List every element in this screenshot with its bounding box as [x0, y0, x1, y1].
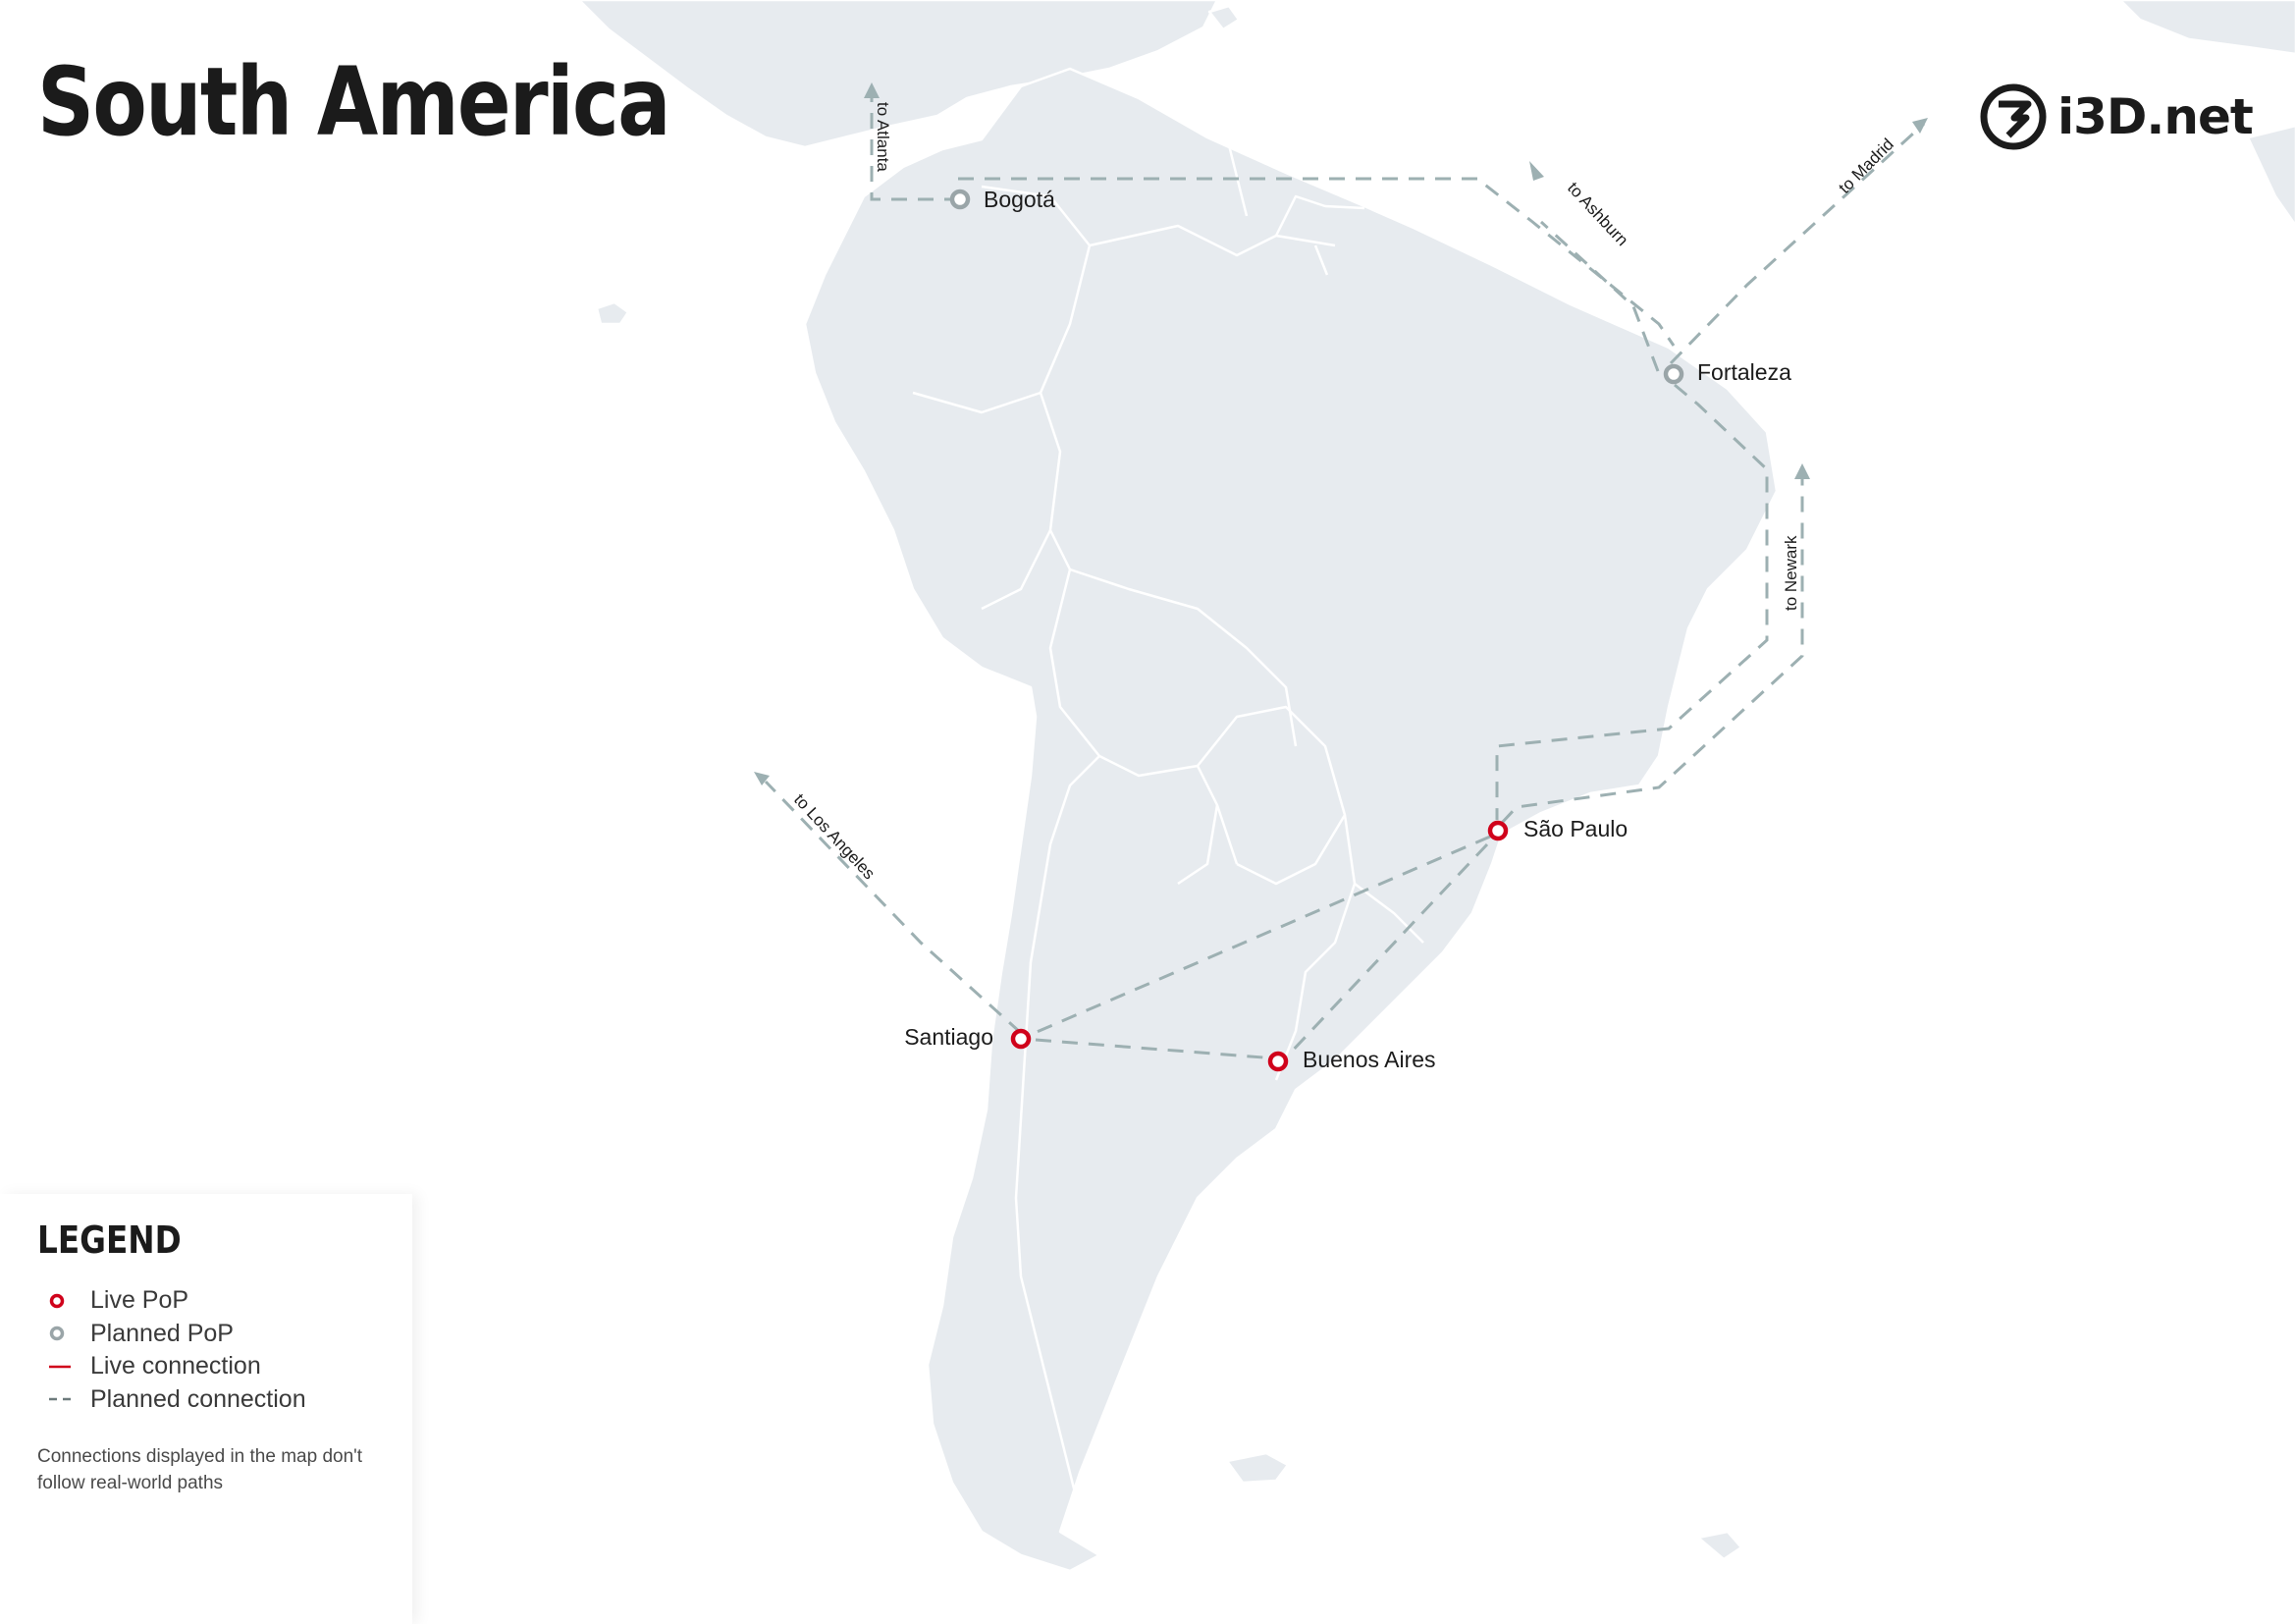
- route-fortaleza-saopaulo: [1495, 383, 1769, 820]
- connections: [754, 82, 1928, 1060]
- south-georgia-island: [1696, 1530, 1743, 1561]
- pop-marker-bogota: [949, 189, 971, 210]
- pop-marker-santiago: [1010, 1028, 1032, 1050]
- route-label-newark: to Newark: [1782, 535, 1800, 611]
- country-borders: [912, 136, 1424, 1513]
- legend-item-planned-connection: Planned connection: [41, 1383, 306, 1417]
- africa-fragment: [2246, 124, 2296, 228]
- south-america-landmass: [803, 67, 1779, 1573]
- route-label-losangeles: to Los Angeles: [790, 790, 879, 884]
- brand-logo: i3D.net: [1979, 82, 2254, 151]
- pop-markers: [949, 189, 1684, 1072]
- arrow-losangeles-icon: [754, 772, 770, 785]
- legend-label: Planned PoP: [90, 1319, 234, 1347]
- route-bogota-fortaleza: [958, 177, 1676, 347]
- city-label-buenos-aires: Buenos Aires: [1303, 1047, 1436, 1072]
- live-pop-icon: [49, 1293, 65, 1308]
- legend-item-live-pop: Live PoP: [41, 1284, 306, 1318]
- city-labels: Bogotá Fortaleza São Paulo Santiago Buen…: [904, 187, 1791, 1072]
- legend-item-live-connection: Live connection: [41, 1350, 306, 1383]
- legend-note: Connections displayed in the map don't f…: [37, 1446, 363, 1493]
- galapagos-islands: [595, 300, 630, 326]
- legend-panel: LEGEND Live PoP Planned PoP Live connect…: [0, 1194, 412, 1624]
- legend-label: Planned connection: [90, 1384, 306, 1413]
- city-label-sao-paulo: São Paulo: [1523, 816, 1628, 841]
- page-title: South America: [37, 47, 671, 157]
- arrow-madrid-icon: [1912, 118, 1928, 134]
- route-saopaulo-newark: [1500, 471, 1804, 825]
- route-label-ashburn: to Ashburn: [1564, 179, 1631, 249]
- legend-item-planned-pop: Planned PoP: [41, 1318, 306, 1351]
- route-saopaulo-buenosaires: [1286, 842, 1489, 1057]
- arrow-ashburn-icon: [1529, 161, 1544, 181]
- planned-connection-icon: [49, 1398, 71, 1401]
- route-fortaleza-madrid: [1669, 122, 1926, 365]
- route-santiago-losangeles: [764, 780, 1023, 1035]
- pop-marker-sao-paulo: [1487, 820, 1509, 841]
- i3d-logo-icon: [1980, 83, 2047, 150]
- legend-label: Live connection: [90, 1352, 261, 1380]
- legend-list: Live PoP Planned PoP Live connection Pla…: [41, 1284, 306, 1416]
- route-saopaulo-santiago: [1020, 835, 1491, 1041]
- brand-name: i3D.net: [2057, 88, 2254, 145]
- city-label-santiago: Santiago: [904, 1024, 993, 1050]
- legend-label: Live PoP: [90, 1286, 189, 1315]
- arrow-newark-icon: [1794, 463, 1810, 479]
- central-america-landmass: [577, 0, 1219, 149]
- city-label-bogota: Bogotá: [984, 187, 1055, 212]
- legend-heading: LEGEND: [37, 1218, 182, 1262]
- pop-marker-buenos-aires: [1267, 1051, 1289, 1072]
- route-label-madrid: to Madrid: [1835, 135, 1897, 197]
- route-bogota-atlanta: [870, 96, 960, 201]
- falkland-islands: [1225, 1451, 1290, 1485]
- route-santiago-buenosaires: [1035, 1038, 1277, 1060]
- iberia-landmass: [2118, 0, 2296, 56]
- planned-pop-icon: [49, 1326, 65, 1341]
- live-connection-icon: [49, 1365, 71, 1368]
- pop-marker-fortaleza: [1663, 363, 1684, 385]
- caribbean-island: [1207, 4, 1241, 31]
- route-label-atlanta: to Atlanta: [874, 102, 892, 172]
- city-label-fortaleza: Fortaleza: [1697, 359, 1791, 385]
- arrow-atlanta-icon: [864, 82, 880, 98]
